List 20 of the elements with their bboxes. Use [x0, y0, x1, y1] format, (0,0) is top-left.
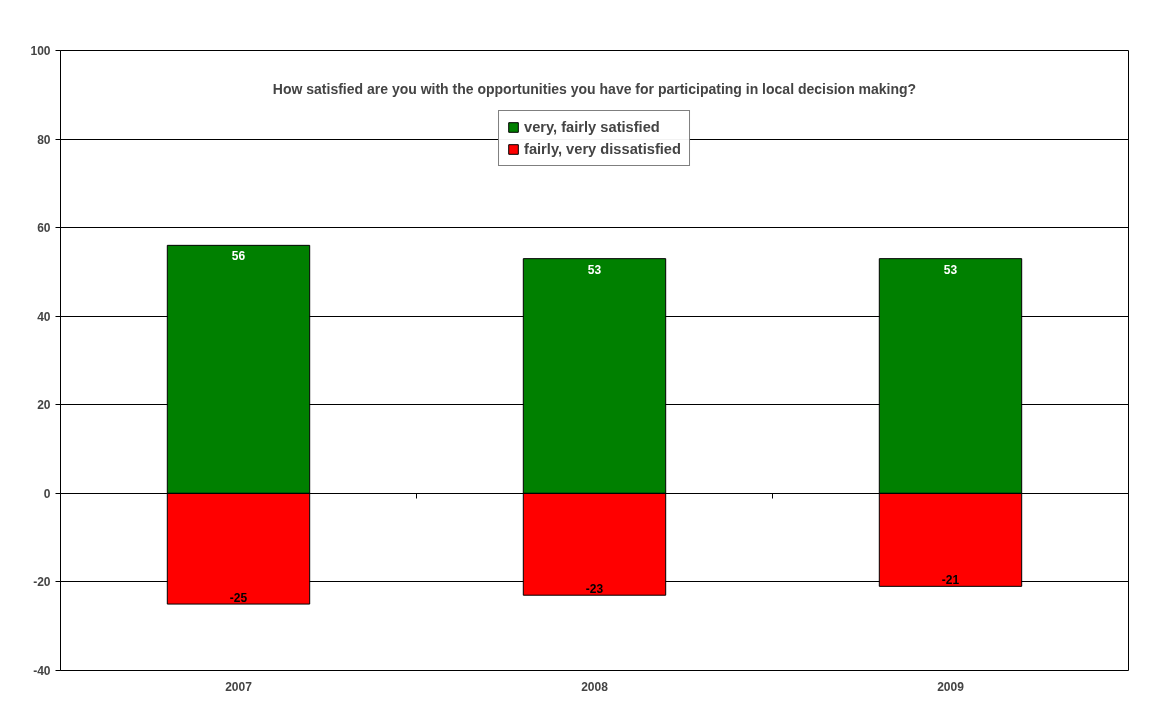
x-tick-label: 2008 — [581, 679, 609, 694]
data-label: 53 — [587, 262, 602, 277]
y-tick-label: 60 — [37, 221, 51, 236]
data-label: -25 — [229, 591, 248, 606]
y-tick-label: 80 — [37, 132, 51, 147]
text: How satisfied are you with the opportunities you have for participating in local decision making? — [272, 80, 917, 97]
y-tick-label: 40 — [37, 309, 51, 324]
y-tick-label: -40 — [33, 664, 51, 678]
x-tick-label: 2007 — [225, 679, 253, 694]
data-label: -23 — [585, 582, 604, 597]
data-label: 53 — [943, 262, 958, 277]
y-tick-label: 0 — [43, 486, 51, 501]
data-label: -21 — [941, 573, 960, 588]
x-tick-label: 2009 — [937, 679, 965, 694]
legend-label: fairly, very dissatisfied — [524, 141, 681, 157]
y-tick-label: 20 — [37, 398, 51, 413]
legend-label: very, fairly satisfied — [524, 119, 660, 135]
y-tick-label: -20 — [33, 575, 51, 590]
data-label: 56 — [231, 249, 246, 264]
y-tick-label: 100 — [30, 44, 51, 58]
